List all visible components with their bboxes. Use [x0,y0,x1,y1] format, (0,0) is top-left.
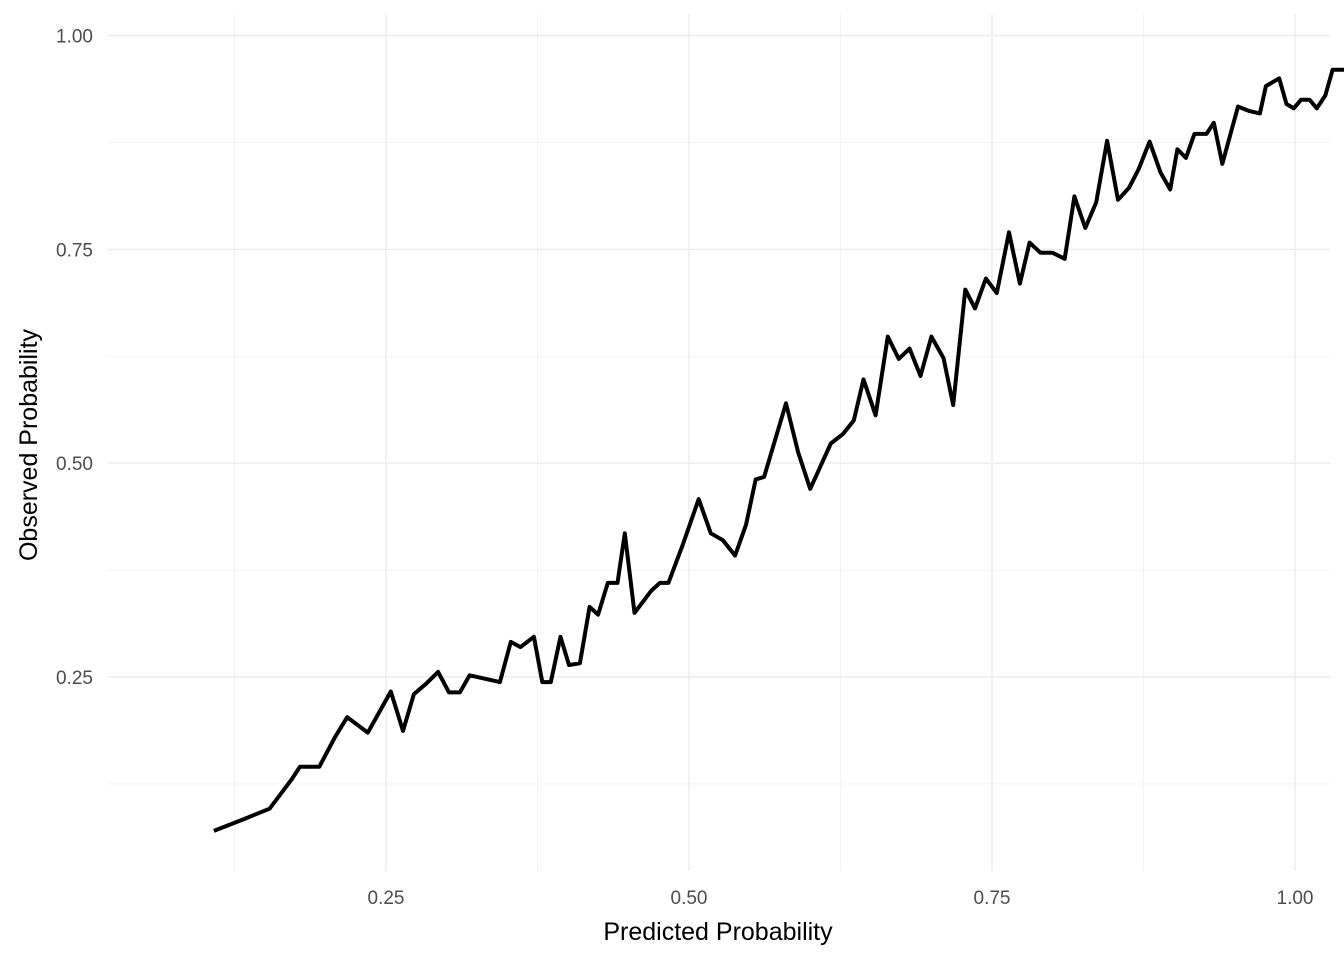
x-axis-title: Predicted Probability [603,918,833,946]
minor-gridlines [108,14,1330,871]
series-layer [213,67,1344,833]
x-axis-tick-labels: 0.25 0.50 0.75 1.00 [368,888,1314,909]
x-tick-label: 0.50 [671,888,708,909]
y-tick-label: 0.25 [56,668,93,689]
major-gridlines [108,14,1330,871]
x-tick-label: 0.75 [974,888,1011,909]
y-tick-label: 1.00 [56,27,93,48]
y-axis-title: Observed Probability [15,328,43,561]
y-tick-label: 0.75 [56,240,93,261]
x-tick-label: 1.00 [1277,888,1314,909]
y-tick-label: 0.50 [56,454,93,475]
y-axis-tick-labels: 0.25 0.50 0.75 1.00 [56,27,93,689]
x-tick-label: 0.25 [368,888,405,909]
calibration-series-line [213,67,1344,833]
